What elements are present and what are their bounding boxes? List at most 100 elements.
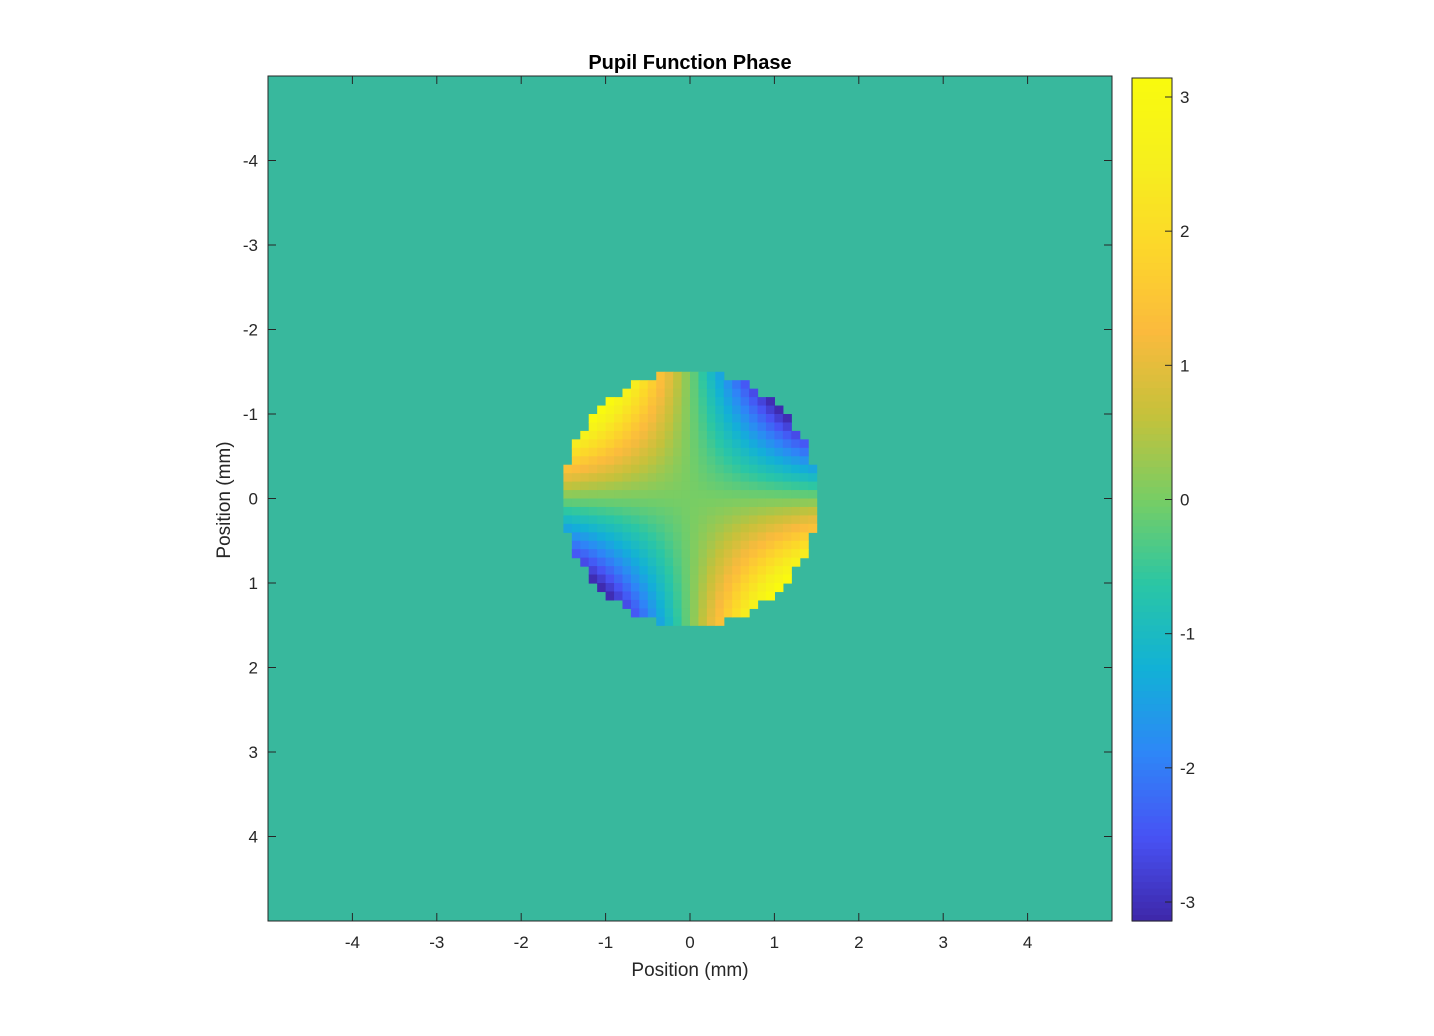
heatmap-cell bbox=[622, 473, 632, 483]
heatmap-cell bbox=[681, 506, 691, 516]
heatmap-cell bbox=[715, 549, 725, 559]
colorbar-segment bbox=[1132, 97, 1172, 105]
colorbar-segment bbox=[1132, 571, 1172, 580]
heatmap-cell bbox=[715, 414, 725, 424]
heatmap-cell bbox=[774, 498, 784, 508]
colorbar-segment bbox=[1132, 453, 1172, 461]
colorbar-segment bbox=[1132, 670, 1172, 678]
heatmap-cell bbox=[605, 506, 615, 516]
heatmap-cell bbox=[656, 456, 666, 466]
heatmap-cell bbox=[580, 506, 590, 516]
heatmap-cell bbox=[732, 523, 742, 533]
heatmap-cell bbox=[723, 599, 733, 609]
heatmap-cell bbox=[740, 549, 750, 559]
heatmap-cell bbox=[605, 574, 615, 584]
heatmap-cell bbox=[647, 549, 657, 559]
heatmap-cell bbox=[740, 481, 750, 491]
heatmap-cell bbox=[749, 405, 759, 415]
heatmap-cell bbox=[622, 397, 632, 407]
heatmap-cell bbox=[597, 439, 607, 449]
heatmap-cell bbox=[740, 414, 750, 424]
y-tick-label: 3 bbox=[249, 743, 258, 762]
heatmap-cell bbox=[647, 414, 657, 424]
colorbar-segment bbox=[1132, 736, 1172, 744]
colorbar-tick-label: -1 bbox=[1180, 625, 1195, 644]
colorbar-segment bbox=[1132, 618, 1172, 626]
heatmap-cell bbox=[791, 464, 801, 474]
heatmap-cell bbox=[630, 498, 640, 508]
heatmap-cell bbox=[808, 523, 818, 533]
heatmap-cell bbox=[664, 506, 674, 516]
heatmap-cell bbox=[681, 430, 691, 440]
heatmap-cell bbox=[664, 599, 674, 609]
heatmap-cell bbox=[732, 397, 742, 407]
colorbar-segment bbox=[1132, 894, 1172, 902]
colorbar-segment bbox=[1132, 367, 1172, 375]
heatmap-cell bbox=[757, 583, 767, 593]
heatmap-cell bbox=[588, 481, 598, 491]
heatmap-cell bbox=[614, 523, 624, 533]
heatmap-cell bbox=[605, 557, 615, 567]
heatmap-cell bbox=[630, 447, 640, 457]
heatmap-cell bbox=[698, 405, 708, 415]
heatmap-cell bbox=[681, 540, 691, 550]
heatmap-cell bbox=[706, 566, 716, 576]
heatmap-cell bbox=[571, 549, 581, 559]
heatmap-cell bbox=[664, 515, 674, 525]
heatmap-cell bbox=[757, 532, 767, 542]
heatmap-cell bbox=[732, 498, 742, 508]
heatmap-cell bbox=[681, 490, 691, 500]
heatmap-cell bbox=[808, 515, 818, 525]
heatmap-cell bbox=[588, 414, 598, 424]
heatmap-cell bbox=[732, 574, 742, 584]
y-tick-label: -2 bbox=[243, 321, 258, 340]
colorbar-segment bbox=[1132, 868, 1172, 876]
heatmap-cell bbox=[571, 473, 581, 483]
heatmap-cell bbox=[614, 414, 624, 424]
heatmap-cell bbox=[732, 549, 742, 559]
heatmap-cell bbox=[799, 447, 809, 457]
heatmap-cell bbox=[690, 583, 700, 593]
colorbar-segment bbox=[1132, 486, 1172, 494]
heatmap-cell bbox=[698, 540, 708, 550]
heatmap-cell bbox=[791, 447, 801, 457]
heatmap-cell bbox=[808, 506, 818, 516]
heatmap-cell bbox=[605, 566, 615, 576]
heatmap-plot-area: -4 -3 -2 -1 0 1 2 3 4 -4 -3 -2 -1 0 1 2 3 4 bbox=[243, 75, 1113, 952]
heatmap-cell bbox=[622, 405, 632, 415]
colorbar-segment bbox=[1132, 901, 1172, 909]
heatmap-cell bbox=[647, 599, 657, 609]
heatmap-cell bbox=[647, 422, 657, 432]
heatmap-cell bbox=[740, 464, 750, 474]
heatmap-cell bbox=[799, 523, 809, 533]
colorbar-segment bbox=[1132, 743, 1172, 751]
colorbar-segment bbox=[1132, 881, 1172, 889]
heatmap-cell bbox=[673, 430, 683, 440]
heatmap-cell bbox=[774, 447, 784, 457]
colorbar-segment bbox=[1132, 591, 1172, 599]
heatmap-cell bbox=[614, 591, 624, 601]
heatmap-cell bbox=[664, 447, 674, 457]
colorbar-segment bbox=[1132, 440, 1172, 448]
heatmap-cell bbox=[782, 557, 792, 567]
heatmap-cell bbox=[698, 498, 708, 508]
heatmap-cell bbox=[605, 523, 615, 533]
heatmap-cell bbox=[647, 481, 657, 491]
colorbar-segment bbox=[1132, 380, 1172, 389]
heatmap-cell bbox=[681, 481, 691, 491]
heatmap-cell bbox=[706, 464, 716, 474]
heatmap-cell bbox=[690, 405, 700, 415]
heatmap-cell bbox=[656, 439, 666, 449]
heatmap-cell bbox=[622, 481, 632, 491]
heatmap-cell bbox=[571, 464, 581, 474]
heatmap-cell bbox=[630, 490, 640, 500]
heatmap-cell bbox=[664, 371, 674, 381]
heatmap-cell bbox=[740, 473, 750, 483]
heatmap-cell bbox=[647, 456, 657, 466]
heatmap-cell bbox=[597, 405, 607, 415]
heatmap-cell bbox=[706, 574, 716, 584]
heatmap-cell bbox=[681, 574, 691, 584]
chart-title: Pupil Function Phase bbox=[588, 52, 791, 74]
heatmap-cell bbox=[698, 397, 708, 407]
heatmap-cell bbox=[630, 388, 640, 398]
